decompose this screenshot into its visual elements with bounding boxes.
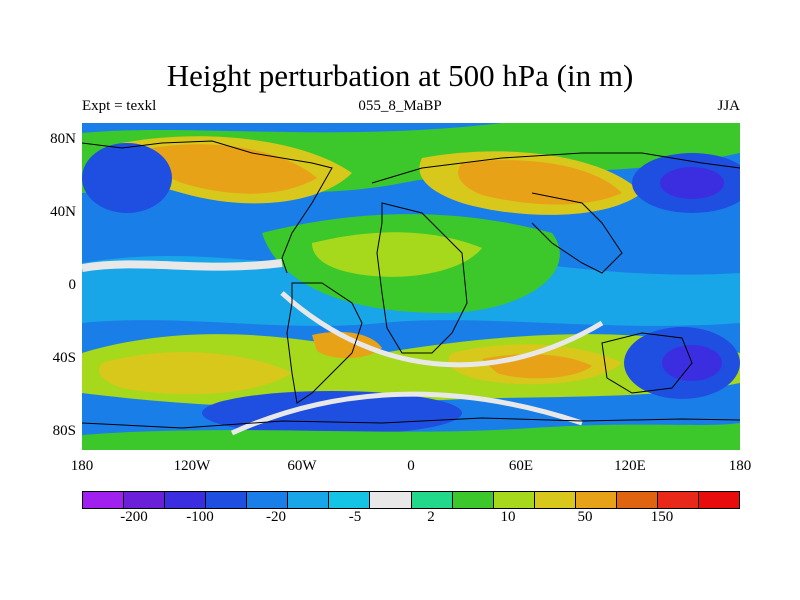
field-sw-yellow (98, 352, 292, 395)
coast-north-america (82, 140, 333, 274)
colorbar-segment (124, 492, 166, 508)
coast-africa (376, 202, 468, 354)
field-ne-orange (458, 160, 622, 205)
contour-map (82, 123, 740, 450)
experiment-label: Expt = texkl (82, 98, 157, 114)
colorbar-segment (83, 492, 125, 508)
colorbar-label-2: -100 (186, 509, 214, 525)
field-zero-contour-3 (230, 391, 583, 436)
colorbar-label-5: 2 (427, 509, 435, 525)
colorbar (82, 491, 740, 509)
colorbar-label-1: -200 (120, 509, 148, 525)
colorbar-segment (206, 492, 248, 508)
colorbar-segment (329, 492, 371, 508)
field-tropical-yellow (312, 232, 482, 277)
coast-eurasia (371, 152, 740, 274)
field-nw-low (82, 143, 172, 213)
colorbar-segment (616, 492, 658, 508)
colorbar-label-4: -5 (348, 509, 362, 525)
colorbar-segment (247, 492, 289, 508)
colorbar-segment (575, 492, 617, 508)
plot-title: Height perturbation at 500 hPa (in m) (166, 58, 634, 93)
field-zero-contour-2 (280, 291, 604, 368)
lat-tick-80s: 80S (52, 423, 76, 439)
colorbar-segment (370, 492, 412, 508)
colorbar-segment (657, 492, 699, 508)
colorbar-segment (288, 492, 330, 508)
colorbar-label-7: 50 (577, 509, 593, 525)
field-sa-orange (312, 331, 382, 359)
colorbar-segment (452, 492, 494, 508)
lat-tick-40s: 40S (52, 350, 76, 366)
lon-tick-120w: 120W (173, 458, 211, 474)
colorbar-segment (165, 492, 207, 508)
colorbar-segment (534, 492, 576, 508)
lon-tick-60e: 60E (508, 458, 534, 474)
lon-tick-120e: 120E (614, 458, 646, 474)
colorbar-segment (698, 492, 739, 508)
lat-tick-0: 0 (68, 277, 77, 293)
field-south-low (202, 391, 462, 435)
lon-tick-180e: 180 (728, 458, 752, 474)
colorbar-label-8: 150 (650, 509, 674, 525)
coastlines (82, 140, 740, 429)
lon-tick-180w: 180 (70, 458, 94, 474)
run-label: 055_8_MaBP (358, 98, 442, 114)
colorbar-label-3: -20 (266, 509, 286, 525)
field-ne-low-core (660, 167, 724, 199)
lon-tick-60w: 60W (287, 458, 317, 474)
field-south-rim (82, 423, 740, 450)
map-panel (82, 123, 740, 450)
colorbar-segment (493, 492, 535, 508)
colorbar-segment (411, 492, 453, 508)
lat-tick-40n: 40N (50, 204, 76, 220)
coast-antarctica (82, 417, 740, 429)
season-label: JJA (717, 98, 740, 114)
field-zero-contour-1 (82, 259, 283, 272)
colorbar-label-6: 10 (500, 509, 516, 525)
lat-tick-80n: 80N (50, 131, 76, 147)
lon-tick-0: 0 (407, 458, 415, 474)
coast-south-america (286, 282, 363, 404)
coast-australia (601, 332, 693, 394)
